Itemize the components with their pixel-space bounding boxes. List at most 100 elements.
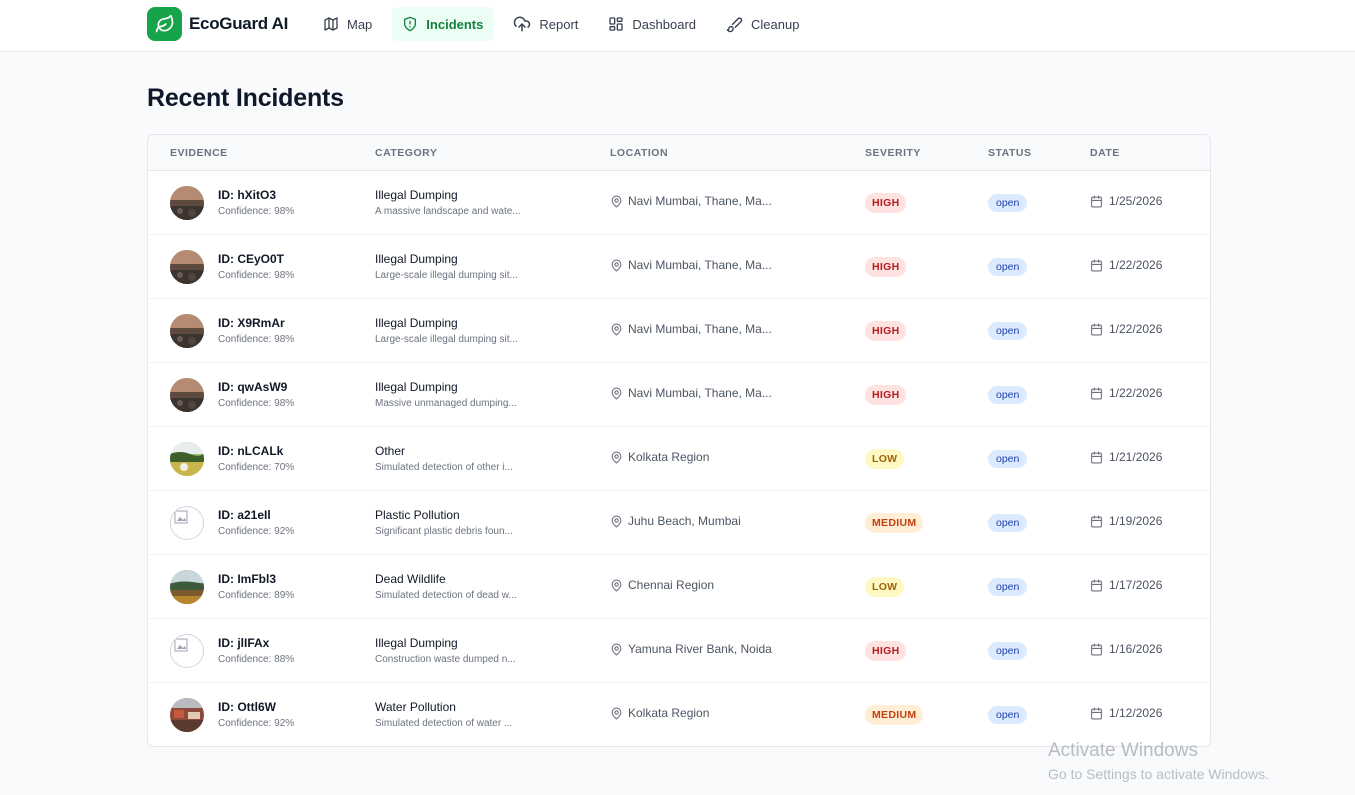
incident-date: 1/12/2026	[1090, 706, 1162, 720]
incident-description: Massive unmanaged dumping...	[375, 398, 517, 409]
incident-location-text: Navi Mumbai, Thane, Ma...	[628, 258, 772, 272]
incident-location-text: Navi Mumbai, Thane, Ma...	[628, 386, 772, 400]
evidence-thumbnail[interactable]	[170, 314, 204, 348]
brand-name: EcoGuard AI	[189, 14, 289, 33]
evidence-thumbnail[interactable]	[170, 698, 204, 732]
top-navbar: EcoGuard AI Map Incidents Report Dashboa…	[0, 0, 1355, 52]
incident-category: Illegal Dumping	[375, 252, 458, 266]
incident-category: Illegal Dumping	[375, 380, 458, 394]
evidence-thumbnail[interactable]	[170, 570, 204, 604]
nav-dashboard[interactable]: Dashboard	[598, 7, 706, 41]
incident-category: Other	[375, 444, 406, 458]
incident-location: Chennai Region	[610, 578, 714, 592]
incident-date-text: 1/22/2026	[1109, 258, 1163, 272]
table-row[interactable]: ID: CEyO0T Confidence: 98% Illegal Dumping…	[148, 235, 1210, 299]
incident-location: Kolkata Region	[610, 706, 709, 720]
incident-description: Significant plastic debris foun...	[375, 526, 513, 537]
map-pin-icon	[611, 579, 622, 591]
map-pin-icon	[611, 643, 622, 655]
incident-date-text: 1/19/2026	[1109, 514, 1163, 528]
nav-report[interactable]: Report	[503, 7, 588, 41]
incident-date: 1/22/2026	[1090, 258, 1162, 272]
incident-location: Navi Mumbai, Thane, Ma...	[610, 386, 772, 400]
calendar-icon	[1091, 323, 1102, 335]
column-date: DATE	[1090, 147, 1120, 159]
incident-id: ID: jlIFAx	[218, 636, 270, 650]
map-pin-icon	[611, 451, 622, 463]
evidence-thumbnail[interactable]	[170, 442, 204, 476]
incident-location: Navi Mumbai, Thane, Ma...	[610, 194, 772, 208]
incident-date: 1/17/2026	[1090, 578, 1162, 592]
evidence-thumbnail[interactable]	[170, 506, 204, 540]
calendar-icon	[1091, 707, 1102, 719]
table-row[interactable]: ID: nLCALk Confidence: 70% Other Simulated …	[148, 427, 1210, 491]
calendar-icon	[1091, 259, 1102, 271]
column-status: STATUS	[988, 147, 1032, 159]
incident-id: ID: X9RmAr	[218, 316, 285, 330]
incident-location: Kolkata Region	[610, 450, 709, 464]
column-severity: SEVERITY	[865, 147, 921, 159]
nav-cleanup[interactable]: Cleanup	[716, 7, 809, 41]
incident-id: ID: CEyO0T	[218, 252, 285, 266]
incident-date: 1/22/2026	[1090, 322, 1162, 336]
nav-incidents[interactable]: Incidents	[392, 7, 494, 41]
calendar-icon	[1091, 387, 1102, 399]
incident-id: ID: hXitO3	[218, 188, 277, 202]
table-row[interactable]: ID: ImFbl3 Confidence: 89% Dead Wildlife Si…	[148, 555, 1210, 619]
windows-watermark-subtitle: Go to Settings to activate Windows.	[1048, 766, 1269, 782]
incident-date: 1/21/2026	[1090, 450, 1162, 464]
nav-map[interactable]: Map	[313, 7, 382, 41]
incident-date-text: 1/21/2026	[1109, 450, 1163, 464]
brush-icon	[726, 16, 743, 32]
status-badge: open	[988, 386, 1028, 404]
incidents-table: EVIDENCE CATEGORY LOCATION SEVERITY STAT…	[147, 134, 1211, 747]
severity-badge: MEDIUM	[865, 705, 924, 725]
incident-category: Plastic Pollution	[375, 508, 460, 522]
incident-id: ID: nLCALk	[218, 444, 284, 458]
evidence-thumbnail[interactable]	[170, 634, 204, 668]
incident-category: Illegal Dumping	[375, 188, 458, 202]
incident-date-text: 1/22/2026	[1109, 386, 1163, 400]
incident-description: Large-scale illegal dumping sit...	[375, 334, 518, 345]
incident-confidence: Confidence: 88%	[218, 654, 295, 665]
table-row[interactable]: ID: Ottl6W Confidence: 92% Water Pollution…	[148, 683, 1210, 746]
table-row[interactable]: ID: hXitO3 Confidence: 98% Illegal Dumping…	[148, 171, 1210, 235]
map-pin-icon	[611, 707, 622, 719]
status-badge: open	[988, 194, 1028, 212]
evidence-thumbnail[interactable]	[170, 250, 204, 284]
map-icon	[324, 17, 338, 31]
table-row[interactable]: ID: X9RmAr Confidence: 98% Illegal Dumping…	[148, 299, 1210, 363]
table-row[interactable]: ID: a21eIl Confidence: 92% Plastic Polluti…	[148, 491, 1210, 555]
evidence-thumbnail[interactable]	[170, 186, 204, 220]
table-row[interactable]: ID: qwAsW9 Confidence: 98% Illegal Dumping…	[148, 363, 1210, 427]
incident-description: Simulated detection of dead w...	[375, 590, 517, 601]
incident-category: Illegal Dumping	[375, 636, 458, 650]
table-header: EVIDENCE CATEGORY LOCATION SEVERITY STAT…	[148, 135, 1210, 171]
incident-location-text: Juhu Beach, Mumbai	[628, 514, 741, 528]
nav-incidents-label: Incidents	[426, 16, 484, 32]
status-badge: open	[988, 322, 1028, 340]
dashboard-grid-icon	[609, 17, 624, 31]
status-badge: open	[988, 258, 1028, 276]
severity-badge: MEDIUM	[865, 513, 924, 533]
incident-date: 1/22/2026	[1090, 386, 1162, 400]
incident-confidence: Confidence: 98%	[218, 334, 295, 345]
nav-report-label: Report	[539, 16, 579, 32]
column-location: LOCATION	[610, 147, 669, 159]
nav-dashboard-label: Dashboard	[632, 16, 697, 32]
main-nav: Map Incidents Report Dashboard Cleanup	[313, 7, 819, 41]
incident-date-text: 1/17/2026	[1109, 578, 1163, 592]
leaf-icon	[147, 7, 182, 41]
nav-map-label: Map	[347, 16, 373, 32]
brand[interactable]: EcoGuard AI	[147, 7, 288, 41]
calendar-icon	[1091, 515, 1102, 527]
status-badge: open	[988, 578, 1028, 596]
incident-date-text: 1/25/2026	[1109, 194, 1163, 208]
incident-confidence: Confidence: 92%	[218, 526, 295, 537]
incident-location-text: Kolkata Region	[628, 450, 710, 464]
incident-location-text: Chennai Region	[628, 578, 715, 592]
table-row[interactable]: ID: jlIFAx Confidence: 88% Illegal Dumping…	[148, 619, 1210, 683]
shield-alert-icon	[404, 16, 417, 32]
evidence-thumbnail[interactable]	[170, 378, 204, 412]
incident-date: 1/25/2026	[1090, 194, 1162, 208]
